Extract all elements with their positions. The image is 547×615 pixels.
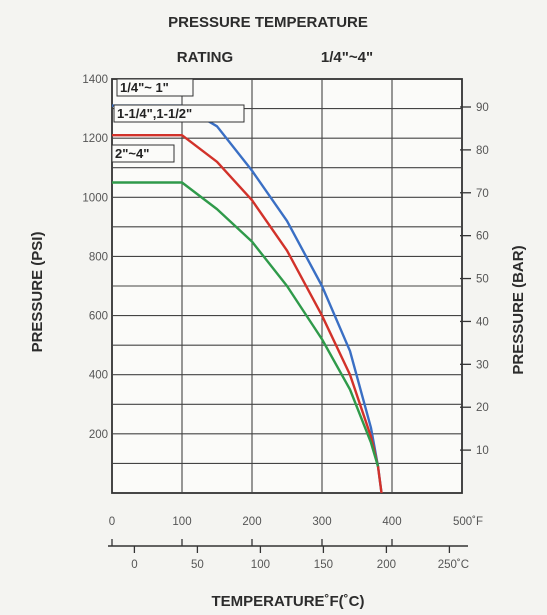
x-tick-label-c: 50 xyxy=(191,559,204,571)
x-tick-label-c: 250˚C xyxy=(438,559,469,571)
x-axis-title: TEMPERATURE˚F(˚C) xyxy=(211,593,364,610)
chart-subtitle: RATING xyxy=(177,49,233,66)
bar-tick-label: 40 xyxy=(476,316,489,328)
bar-tick-label: 70 xyxy=(476,188,489,200)
bar-tick-label: 20 xyxy=(476,402,489,414)
y-tick-label: 600 xyxy=(89,311,108,323)
y-axis-title: PRESSURE (PSI) xyxy=(29,232,46,353)
bar-tick-label: 90 xyxy=(476,102,489,114)
chart-title: PRESSURE TEMPERATURE xyxy=(168,14,368,31)
y-tick-label: 1400 xyxy=(82,74,108,86)
bar-tick-label: 80 xyxy=(476,145,489,157)
y-tick-label: 800 xyxy=(89,251,108,263)
series-label-box xyxy=(111,144,175,163)
x-tick-label-c: 0 xyxy=(131,559,137,571)
x-tick-label-f: 200 xyxy=(242,516,261,528)
x-tick-label-f: 0 xyxy=(109,516,115,528)
x-tick-label-f: 500˚F xyxy=(453,516,483,528)
x-tick-label-c: 200 xyxy=(377,559,396,571)
series-label-box xyxy=(113,104,245,123)
series-labels: 1/4"~ 1" 1-1/4",1-1/2" 2"~4" xyxy=(111,78,245,163)
series-label-box xyxy=(116,78,194,97)
x-tick-label-f: 400 xyxy=(382,516,401,528)
y-tick-label: 400 xyxy=(89,370,108,382)
series-label: 1-1/4",1-1/2" xyxy=(117,106,192,121)
y-tick-label: 1000 xyxy=(82,192,108,204)
series-label: 2"~4" xyxy=(115,146,149,161)
series-line-2 xyxy=(112,181,380,467)
x-axes: 0 100 200 300 400 500˚F 0 50 100 150 200 250˚C xyxy=(108,516,483,571)
bar-axis: 10 20 30 40 50 60 70 80 90 xyxy=(460,102,489,457)
y-tick-label: 1200 xyxy=(82,133,108,145)
bar-tick-label: 50 xyxy=(476,274,489,286)
bar-tick-label: 30 xyxy=(476,359,489,371)
x-tick-label-f: 100 xyxy=(172,516,191,528)
x-tick-label-c: 150 xyxy=(314,559,333,571)
series-label: 1/4"~ 1" xyxy=(120,80,169,95)
x-tick-label-c: 100 xyxy=(251,559,270,571)
y-axis-ticks: 200 400 600 800 1000 1200 1400 xyxy=(82,74,108,441)
x-tick-label-f: 300 xyxy=(312,516,331,528)
y-tick-label: 200 xyxy=(89,429,108,441)
size-range-label: 1/4"~4" xyxy=(321,49,373,66)
bar-tick-label: 60 xyxy=(476,231,489,243)
bar-tick-label: 10 xyxy=(476,445,489,457)
y-axis-right-title: PRESSURE (BAR) xyxy=(510,245,527,374)
